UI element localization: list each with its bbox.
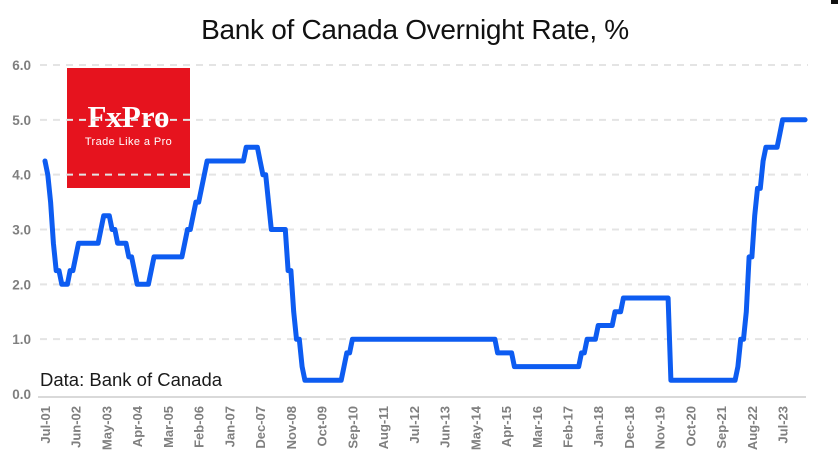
x-axis-tick-label: Dec-07 bbox=[253, 406, 268, 449]
x-axis-tick-label: Jun-02 bbox=[69, 406, 84, 448]
chart-title: Bank of Canada Overnight Rate, % bbox=[201, 14, 629, 45]
x-axis-tick-label: May-14 bbox=[468, 405, 483, 450]
x-axis-tick-label: Jul-23 bbox=[776, 406, 791, 444]
x-axis-tick-label: Feb-17 bbox=[561, 406, 576, 448]
y-axis-tick-label: 0.0 bbox=[12, 387, 31, 402]
x-axis-tick-label: Mar-16 bbox=[530, 406, 545, 448]
x-axis-tick-label: Nov-19 bbox=[653, 406, 668, 449]
y-axis-tick-label: 2.0 bbox=[12, 277, 31, 292]
x-axis-tick-label: Sep-21 bbox=[714, 406, 729, 449]
x-axis-tick-label: Nov-08 bbox=[284, 406, 299, 449]
screen-corner-artifact bbox=[831, 0, 838, 4]
data-source-note: Data: Bank of Canada bbox=[40, 369, 223, 390]
fxpro-logo-tagline: Trade Like a Pro bbox=[84, 136, 173, 148]
x-axis-tick-label: Jul-12 bbox=[407, 406, 422, 444]
x-axis-tick-label: Jan-18 bbox=[591, 406, 606, 447]
x-axis-tick-label: Jul-01 bbox=[38, 406, 53, 444]
y-axis-tick-label: 4.0 bbox=[12, 168, 31, 183]
fxpro-logo: FxPro Trade Like a Pro bbox=[67, 68, 190, 188]
y-axis-tick-label: 6.0 bbox=[12, 58, 31, 73]
fxpro-logo-text: FxPro bbox=[87, 99, 170, 134]
x-axis-tick-label: Jun-13 bbox=[438, 406, 453, 448]
x-axis-tick-label: Apr-04 bbox=[130, 405, 145, 447]
y-axis-tick-label: 5.0 bbox=[12, 113, 31, 128]
x-axis-tick-label: Mar-05 bbox=[161, 406, 176, 448]
rate-line bbox=[42, 117, 808, 383]
x-axis-tick-label: Dec-18 bbox=[622, 406, 637, 449]
x-axis-tick-label: Feb-06 bbox=[192, 406, 207, 448]
x-axis-tick-label: Aug-22 bbox=[745, 406, 760, 450]
x-axis-tick-label: Oct-09 bbox=[315, 406, 330, 446]
y-axis-tick-label: 3.0 bbox=[12, 223, 31, 238]
x-axis-tick-label: May-03 bbox=[99, 406, 114, 450]
y-axis-tick-label: 1.0 bbox=[12, 332, 31, 347]
x-axis-tick-label: Aug-11 bbox=[376, 406, 391, 449]
x-axis-tick-label: Apr-15 bbox=[499, 406, 514, 447]
x-axis-tick-label: Jan-07 bbox=[222, 406, 237, 447]
x-axis-tick-label: Oct-20 bbox=[683, 406, 698, 446]
x-axis-tick-label: Sep-10 bbox=[345, 406, 360, 449]
